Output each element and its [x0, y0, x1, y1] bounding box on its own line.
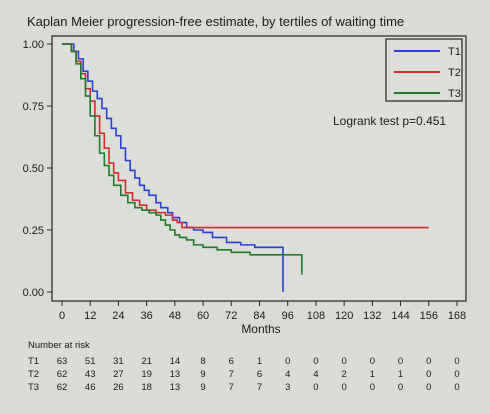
x-tick-label: 84 — [253, 310, 265, 322]
y-tick-label: 1.00 — [23, 39, 44, 51]
risk-cell: 0 — [454, 369, 459, 380]
risk-cell: 0 — [313, 382, 318, 393]
risk-cell: 0 — [426, 382, 431, 393]
risk-cell: 6 — [257, 369, 262, 380]
y-tick-label: 0.00 — [23, 287, 44, 299]
risk-cell: 3 — [285, 382, 290, 393]
series-line-t2 — [62, 43, 429, 229]
risk-cell: 0 — [426, 369, 431, 380]
risk-cell: 2 — [341, 369, 346, 380]
legend-box — [385, 38, 463, 102]
legend-label-t1: T1 — [448, 46, 461, 58]
risk-cell: 63 — [57, 356, 68, 367]
y-tick-label: 0.75 — [23, 101, 44, 113]
x-tick-label: 168 — [448, 310, 466, 322]
risk-cell: 9 — [200, 382, 205, 393]
legend: T1 T2 T3 — [385, 38, 463, 102]
risk-cell: 51 — [85, 356, 96, 367]
x-tick-label: 48 — [169, 310, 181, 322]
risk-cell: 13 — [170, 369, 181, 380]
risk-cell: 62 — [57, 369, 68, 380]
risk-cell: 1 — [370, 369, 375, 380]
risk-cell: 0 — [370, 356, 375, 367]
x-tick-label: 108 — [307, 310, 325, 322]
x-tick-label: 156 — [420, 310, 438, 322]
x-tick-label: 132 — [363, 310, 381, 322]
x-tick-label: 120 — [335, 310, 353, 322]
risk-row-label: T3 — [28, 382, 39, 393]
risk-cell: 0 — [398, 356, 403, 367]
x-tick-label: 0 — [59, 310, 65, 322]
x-tick-label: 60 — [197, 310, 209, 322]
risk-cell: 13 — [170, 382, 181, 393]
risk-cell: 7 — [257, 382, 262, 393]
risk-table: T1 63 51 31 21 14 8 6 1 0 0 0 0 0 0 0T2 62 43 27 19 13 9 7 6 4 4 2… — [28, 356, 460, 393]
x-tick-label: 96 — [282, 310, 294, 322]
x-tick-label: 12 — [84, 310, 96, 322]
x-axis-label: Months — [241, 322, 280, 336]
risk-cell: 7 — [229, 382, 234, 393]
risk-cell: 0 — [426, 356, 431, 367]
risk-row-label: T1 — [28, 356, 39, 367]
risk-cell: 0 — [285, 356, 290, 367]
risk-cell: 7 — [229, 369, 234, 380]
risk-cell: 26 — [113, 382, 124, 393]
risk-cell: 19 — [141, 369, 152, 380]
risk-cell: 31 — [113, 356, 124, 367]
x-axis: 0 12 24 36 48 60 72 84 96 108 120 132 144 156 168 — [59, 301, 466, 322]
risk-cell: 62 — [57, 382, 68, 393]
risk-cell: 0 — [398, 382, 403, 393]
chart-title: Kaplan Meier progression-free estimate, … — [27, 14, 405, 29]
risk-cell: 46 — [85, 382, 96, 393]
legend-label-t3: T3 — [448, 88, 461, 100]
x-tick-label: 144 — [391, 310, 409, 322]
risk-row-label: T2 — [28, 369, 39, 380]
risk-cell: 0 — [454, 382, 459, 393]
risk-cell: 0 — [341, 356, 346, 367]
risk-cell: 4 — [285, 369, 290, 380]
x-tick-label: 36 — [141, 310, 153, 322]
risk-cell: 14 — [170, 356, 181, 367]
risk-cell: 8 — [200, 356, 205, 367]
risk-cell: 21 — [141, 356, 152, 367]
survival-curves — [62, 43, 429, 292]
risk-cell: 9 — [200, 369, 205, 380]
y-tick-label: 0.50 — [23, 163, 44, 175]
risk-cell: 6 — [229, 356, 234, 367]
series-line-t3 — [62, 43, 303, 275]
risk-cell: 0 — [313, 356, 318, 367]
risk-table-heading: Number at risk — [28, 340, 90, 351]
risk-cell: 0 — [370, 382, 375, 393]
risk-cell: 1 — [398, 369, 403, 380]
risk-cell: 0 — [341, 382, 346, 393]
risk-cell: 4 — [313, 369, 318, 380]
risk-cell: 27 — [113, 369, 124, 380]
risk-cell: 43 — [85, 369, 96, 380]
risk-cell: 0 — [454, 356, 459, 367]
x-tick-label: 72 — [225, 310, 237, 322]
logrank-annotation: Logrank test p=0.451 — [333, 114, 446, 128]
risk-cell: 18 — [141, 382, 152, 393]
y-axis: 0.00 0.25 0.50 0.75 1.00 — [23, 39, 52, 299]
risk-cell: 1 — [257, 356, 262, 367]
legend-label-t2: T2 — [448, 67, 461, 79]
x-tick-label: 24 — [112, 310, 124, 322]
series-line-t1 — [62, 43, 284, 292]
y-tick-label: 0.25 — [23, 225, 44, 237]
